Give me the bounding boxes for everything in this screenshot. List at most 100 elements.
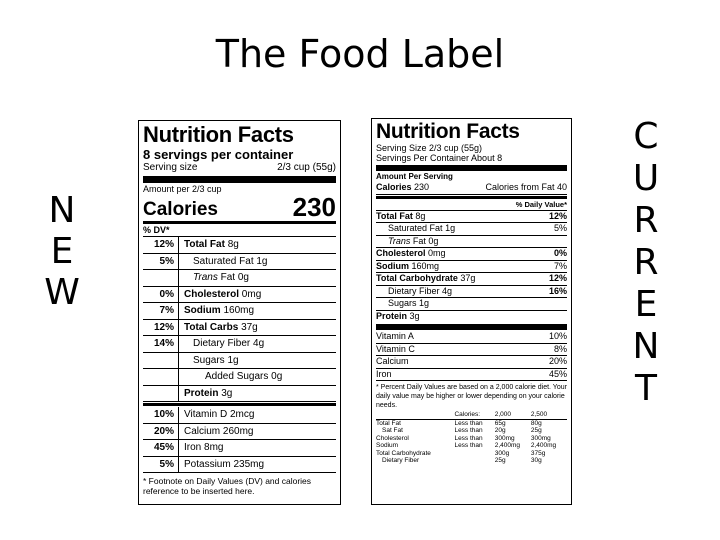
- nutrient-amount: 1g: [445, 223, 456, 233]
- table-cell: Sat Fat: [382, 427, 403, 434]
- nutrient-dv: [143, 352, 179, 368]
- nutrient-amount: 37g: [241, 321, 258, 333]
- slide-title: The Food Label: [215, 32, 505, 76]
- divider: [376, 165, 567, 171]
- nutrient-dv: 12%: [143, 237, 179, 253]
- nutrient-name: Trans: [193, 272, 218, 283]
- table-row: Total Carbohydrate 300g 375g: [376, 450, 567, 458]
- nutrient-amount: 1g: [256, 255, 268, 267]
- nutrient-row: Trans Fat 0g: [376, 235, 567, 248]
- servings-per-container: 8 servings per container: [143, 147, 294, 162]
- nutrient-row: 0% Cholesterol 0mg: [143, 286, 336, 303]
- nutrient-amount: 8mg: [204, 442, 224, 453]
- nutrient-amount: 4g: [442, 285, 453, 296]
- table-cell: [454, 450, 494, 458]
- nutrient-dv: 5%: [143, 456, 179, 472]
- amount-per: Amount per 2/3 cup: [143, 184, 222, 194]
- vitamin-row: Vitamin C 8%: [376, 343, 567, 356]
- calories-label: Calories: [376, 182, 412, 192]
- divider: [376, 324, 567, 330]
- divider: [143, 236, 336, 237]
- divider: [376, 195, 567, 199]
- nutrient-name-suffix: Fat: [220, 272, 236, 283]
- nutrient-name: Calcium: [184, 425, 221, 437]
- serving-size: Serving Size 2/3 cup (55g): [376, 143, 483, 153]
- side-letter: T: [635, 368, 657, 409]
- table-cell: Total Carbohydrate: [376, 449, 431, 457]
- nutrient-dv: 5%: [143, 253, 179, 269]
- nutrient-row: Total Fat 8g 12%: [376, 211, 567, 223]
- vitamin-row: Calcium 20%: [376, 356, 567, 369]
- side-letter: N: [48, 190, 76, 231]
- side-letter: R: [633, 200, 659, 241]
- nutrient-amount: 0g: [237, 272, 249, 283]
- nutrient-amount: 160mg: [411, 260, 440, 271]
- dv-header: % DV*: [143, 225, 170, 235]
- nutrient-row: Cholesterol 0mg 0%: [376, 248, 567, 261]
- table-cell: Less than: [454, 442, 483, 449]
- nutrient-name: Potassium: [184, 458, 231, 470]
- nutrient-amount: 160mg: [223, 305, 255, 316]
- nutrient-dv: 7%: [143, 303, 179, 319]
- nutrient-row: 5% Potassium 235mg: [143, 456, 336, 473]
- nutrient-row: 20% Calcium 260mg: [143, 423, 336, 440]
- footnote: * Footnote on Daily Values (DV) and calo…: [143, 476, 312, 496]
- side-letter: U: [632, 158, 660, 199]
- nutrient-amount: 235mg: [233, 458, 265, 470]
- table-cell: 20g: [494, 427, 506, 434]
- nutrient-amount: 260mg: [222, 425, 254, 437]
- nutrient-name: Total Fat: [184, 239, 225, 250]
- nutrient-row: 7% Sodium 160mg: [143, 303, 336, 320]
- nutrient-row: Protein 3g: [376, 311, 567, 323]
- side-letter: N: [632, 326, 660, 367]
- vitamin-name: Vitamin C: [376, 343, 415, 354]
- nutrient-row: Protein 3g: [143, 385, 336, 402]
- table-cell: 30g: [530, 457, 542, 464]
- vitamin-row: Vitamin A 10%: [376, 331, 567, 344]
- nutrient-amount: 2mcg: [229, 409, 255, 420]
- serving-size-row: Serving size 2/3 cup (55g): [143, 162, 336, 174]
- table-cell: 25g: [530, 427, 542, 434]
- table-cell: [376, 411, 455, 420]
- calories-label: Calories: [143, 199, 218, 220]
- nutrient-row: Total Carbohydrate 37g 12%: [376, 273, 567, 286]
- current-side-label: C U R R E N T: [626, 118, 666, 408]
- nutrient-dv: 14%: [143, 336, 179, 352]
- new-nutrition-label: Nutrition Facts 8 servings per container…: [138, 120, 341, 505]
- table-cell: Dietary Fiber: [382, 457, 420, 464]
- nutrient-row: 5% Saturated Fat 1g: [143, 253, 336, 270]
- nutrient-amount: 8g: [227, 239, 239, 250]
- dv-header: % Daily Value*: [376, 200, 567, 211]
- nutrient-row: Sodium 160mg 7%: [376, 260, 567, 273]
- vitamin-row: Iron 45%: [376, 368, 567, 381]
- table-row: Sodium Less than 2,400mg 2,400mg: [376, 442, 567, 450]
- nutrient-row: 12% Total Fat 8g: [143, 237, 336, 254]
- table-cell: Calories:: [454, 411, 495, 420]
- side-letter: W: [44, 272, 80, 313]
- new-side-label: N E W: [42, 192, 82, 312]
- table-row: Total Fat Less than 65g 80g: [376, 419, 567, 427]
- nutrient-row: 14% Dietary Fiber 4g: [143, 336, 336, 353]
- table-cell: Cholesterol: [376, 434, 409, 442]
- nutrient-row: 45% Iron 8mg: [143, 440, 336, 457]
- nutrient-dv: 12%: [143, 319, 179, 335]
- divider: [143, 403, 336, 406]
- nutrient-row: Sugars 1g: [376, 298, 567, 311]
- nutrient-row: Saturated Fat 1g 5%: [376, 223, 567, 236]
- vitamin-name: Vitamin A: [376, 331, 414, 341]
- nutrient-name: Cholesterol: [184, 288, 240, 300]
- calories-value: 230: [414, 182, 430, 192]
- table-row: Cholesterol Less than 300mg 300mg: [376, 435, 567, 443]
- table-cell: 2,400mg: [494, 442, 521, 449]
- side-letter: E: [634, 284, 658, 325]
- nutrient-name: Iron: [184, 442, 202, 453]
- nutrient-row: Sugars 1g: [143, 352, 336, 369]
- vitamin-dv: 45%: [548, 368, 567, 379]
- calories-value: 230: [292, 192, 336, 222]
- nutrient-dv: 20%: [143, 423, 179, 439]
- nutrient-name: Sodium: [376, 260, 409, 271]
- nutrient-amount: 3g: [221, 387, 233, 399]
- nutrient-amount: 0g: [428, 235, 439, 246]
- nutrient-name: Saturated Fat: [388, 223, 443, 233]
- nutrient-dv: 0%: [143, 286, 179, 302]
